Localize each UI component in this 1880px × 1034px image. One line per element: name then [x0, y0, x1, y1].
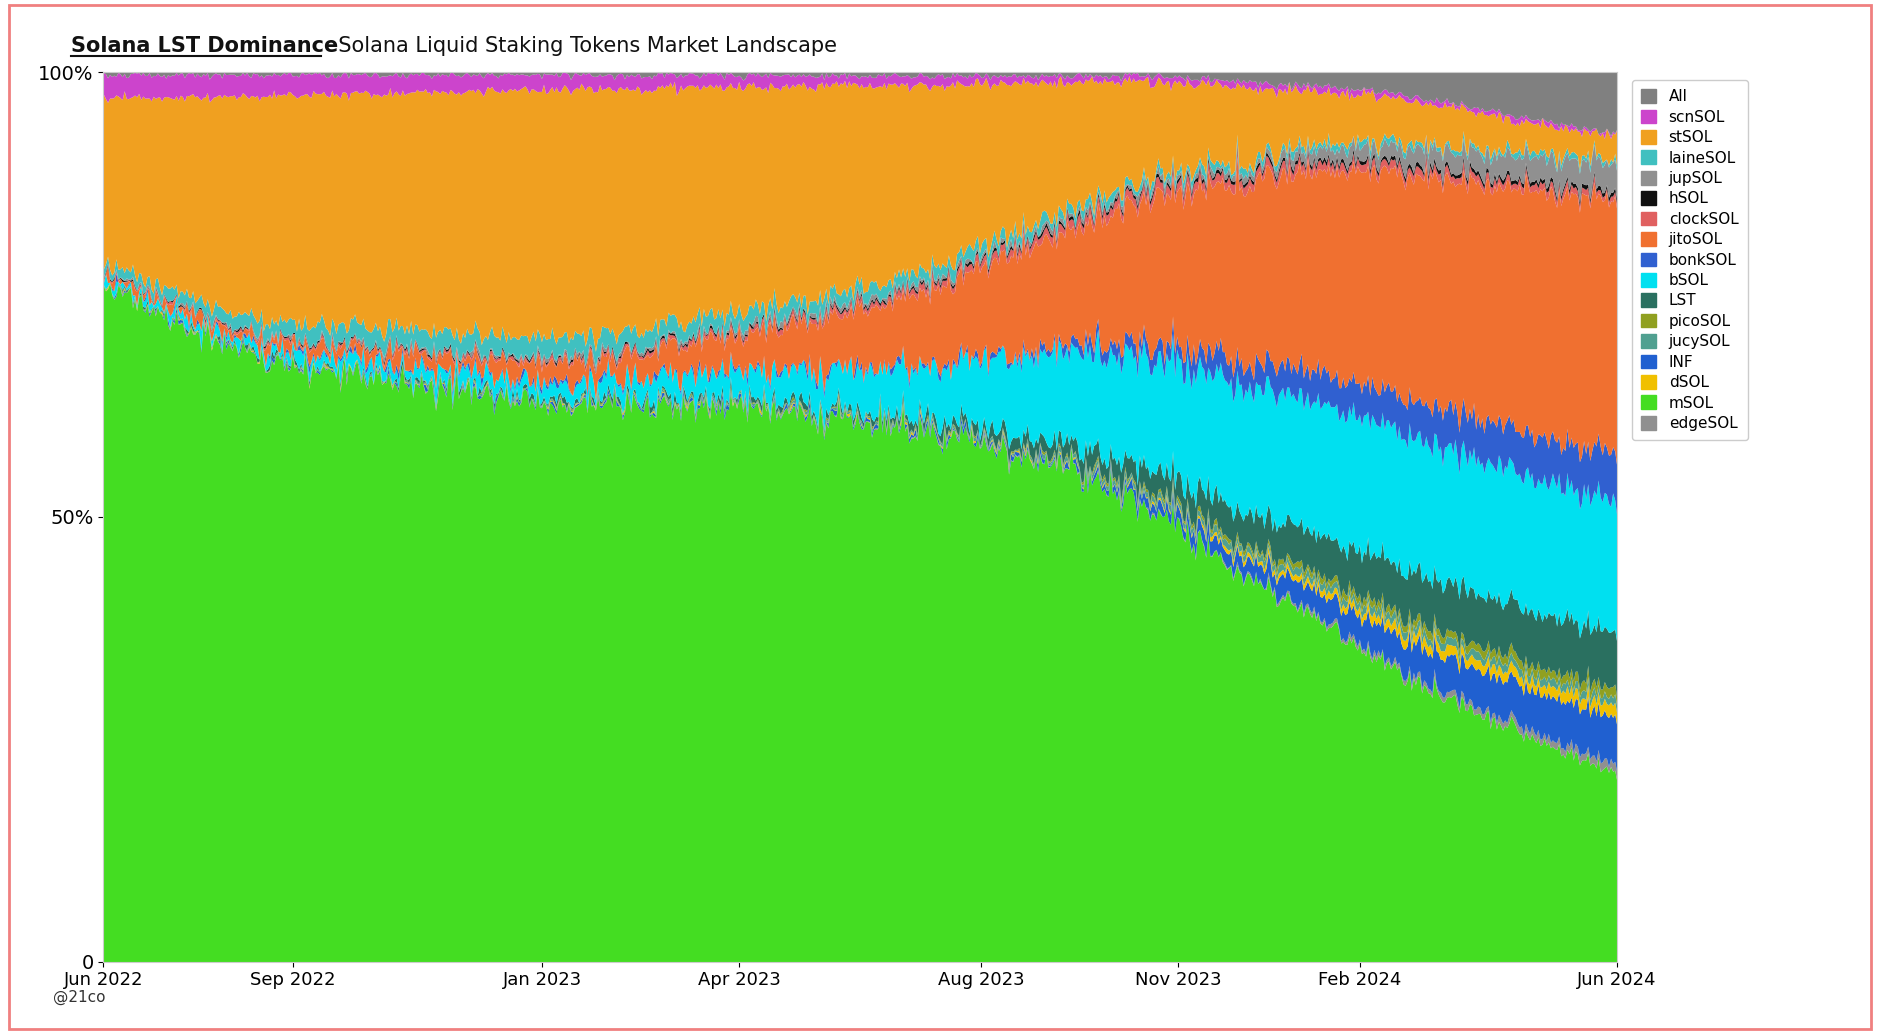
Text: @21co: @21co	[53, 990, 105, 1005]
Text: Solana LST Dominance: Solana LST Dominance	[71, 36, 338, 56]
Legend: All, scnSOL, stSOL, laineSOL, jupSOL, hSOL, clockSOL, jitoSOL, bonkSOL, bSOL, LS: All, scnSOL, stSOL, laineSOL, jupSOL, hS…	[1632, 80, 1748, 440]
Text: Solana Liquid Staking Tokens Market Landscape: Solana Liquid Staking Tokens Market Land…	[325, 36, 837, 56]
